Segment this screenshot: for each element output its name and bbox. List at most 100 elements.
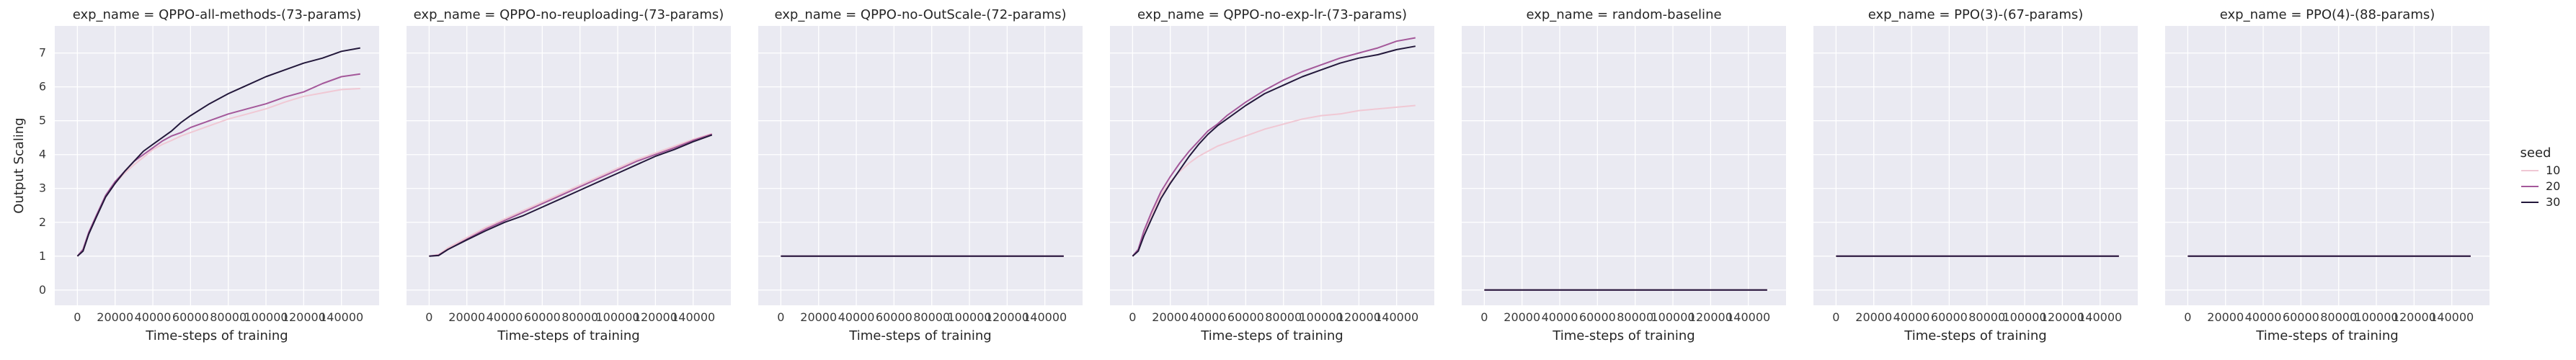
y-tick-label: 1 — [39, 249, 46, 263]
x-tick-label: 60000 — [524, 310, 561, 324]
x-tick-label: 120000 — [634, 310, 678, 324]
x-tick-label: 20000 — [1152, 310, 1189, 324]
x-tick-label: 100000 — [2002, 310, 2046, 324]
y-tick-label: 7 — [39, 46, 46, 60]
x-tick-label: 140000 — [319, 310, 363, 324]
x-tick-label: 0 — [777, 310, 784, 324]
panel-title: exp_name = PPO(4)-(88-params) — [2220, 7, 2435, 22]
x-axis-label: Time-steps of training — [1904, 328, 2046, 343]
x-tick-label: 100000 — [595, 310, 639, 324]
x-tick-label: 40000 — [2245, 310, 2282, 324]
y-tick-label: 0 — [39, 283, 46, 297]
x-tick-label: 120000 — [1689, 310, 1733, 324]
x-tick-label: 60000 — [1579, 310, 1616, 324]
x-tick-label: 80000 — [210, 310, 247, 324]
y-tick-label: 2 — [39, 215, 46, 229]
x-tick-label: 80000 — [913, 310, 950, 324]
x-tick-label: 20000 — [1504, 310, 1540, 324]
plot-background — [1462, 26, 1786, 305]
x-tick-label: 40000 — [1190, 310, 1227, 324]
x-tick-label: 140000 — [1023, 310, 1067, 324]
x-tick-label: 40000 — [487, 310, 523, 324]
y-tick-label: 4 — [39, 148, 46, 161]
series-line-seed-30 — [429, 134, 713, 257]
series-line-seed-10 — [429, 132, 713, 257]
panel-title: exp_name = QPPO-all-methods-(73-params) — [73, 7, 362, 22]
x-tick-label: 0 — [1480, 310, 1488, 324]
panel-title: exp_name = random-baseline — [1526, 7, 1721, 22]
x-tick-label: 120000 — [2392, 310, 2436, 324]
x-tick-label: 20000 — [2207, 310, 2244, 324]
x-tick-label: 0 — [74, 310, 81, 324]
x-tick-label: 140000 — [1374, 310, 1418, 324]
x-tick-label: 80000 — [2320, 310, 2357, 324]
x-axis-label: Time-steps of training — [497, 328, 639, 343]
x-tick-label: 60000 — [876, 310, 912, 324]
legend-label: 10 — [2546, 163, 2560, 177]
legend-label: 20 — [2546, 179, 2560, 193]
x-tick-label: 60000 — [1931, 310, 1968, 324]
y-tick-label: 5 — [39, 114, 46, 127]
x-tick-label: 40000 — [838, 310, 875, 324]
x-axis-label: Time-steps of training — [1200, 328, 1343, 343]
panel-title: exp_name = QPPO-no-exp-lr-(73-params) — [1137, 7, 1407, 22]
plot-background — [407, 26, 731, 305]
plot-background — [758, 26, 1083, 305]
x-tick-label: 100000 — [2354, 310, 2398, 324]
x-tick-label: 60000 — [1227, 310, 1264, 324]
x-tick-label: 120000 — [1337, 310, 1381, 324]
x-tick-label: 100000 — [1299, 310, 1343, 324]
plot-background — [2165, 26, 2490, 305]
x-tick-label: 20000 — [800, 310, 837, 324]
x-tick-label: 80000 — [561, 310, 598, 324]
series-line-seed-10 — [1132, 104, 1416, 257]
x-tick-label: 120000 — [985, 310, 1029, 324]
x-tick-label: 100000 — [244, 310, 288, 324]
x-tick-label: 0 — [1832, 310, 1839, 324]
panel-title: exp_name = QPPO-no-reuploading-(73-param… — [414, 7, 724, 22]
x-tick-label: 0 — [1129, 310, 1136, 324]
x-tick-label: 140000 — [2078, 310, 2122, 324]
x-tick-label: 100000 — [947, 310, 991, 324]
series-line-seed-30 — [76, 47, 360, 257]
legend-label: 30 — [2546, 195, 2560, 209]
x-tick-label: 20000 — [448, 310, 485, 324]
y-axis-label: Output Scaling — [12, 117, 27, 213]
x-tick-label: 140000 — [1726, 310, 1770, 324]
x-tick-label: 0 — [425, 310, 432, 324]
legend-title: seed — [2521, 145, 2551, 161]
legend: seed 10 20 30 — [2521, 145, 2561, 209]
x-tick-label: 40000 — [1542, 310, 1578, 324]
x-axis-label: Time-steps of training — [145, 328, 288, 343]
x-tick-label: 60000 — [2283, 310, 2319, 324]
x-tick-label: 40000 — [1893, 310, 1930, 324]
x-axis-label: Time-steps of training — [848, 328, 991, 343]
plot-background — [1110, 26, 1434, 305]
y-tick-label: 3 — [39, 181, 46, 195]
x-axis-label: Time-steps of training — [1552, 328, 1695, 343]
x-tick-label: 20000 — [97, 310, 133, 324]
x-tick-label: 40000 — [135, 310, 172, 324]
x-tick-label: 140000 — [2430, 310, 2474, 324]
x-tick-label: 120000 — [2040, 310, 2084, 324]
x-tick-label: 0 — [2184, 310, 2191, 324]
x-tick-label: 120000 — [282, 310, 326, 324]
x-tick-label: 60000 — [172, 310, 209, 324]
plot-background — [1813, 26, 2138, 305]
series-line-seed-20 — [1132, 37, 1416, 257]
x-tick-label: 20000 — [1855, 310, 1892, 324]
x-tick-label: 80000 — [1265, 310, 1302, 324]
plot-background — [55, 26, 379, 305]
panel-title: exp_name = QPPO-no-OutScale-(72-params) — [775, 7, 1067, 22]
x-tick-label: 80000 — [1617, 310, 1653, 324]
x-tick-label: 80000 — [1968, 310, 2005, 324]
x-axis-label: Time-steps of training — [2255, 328, 2398, 343]
